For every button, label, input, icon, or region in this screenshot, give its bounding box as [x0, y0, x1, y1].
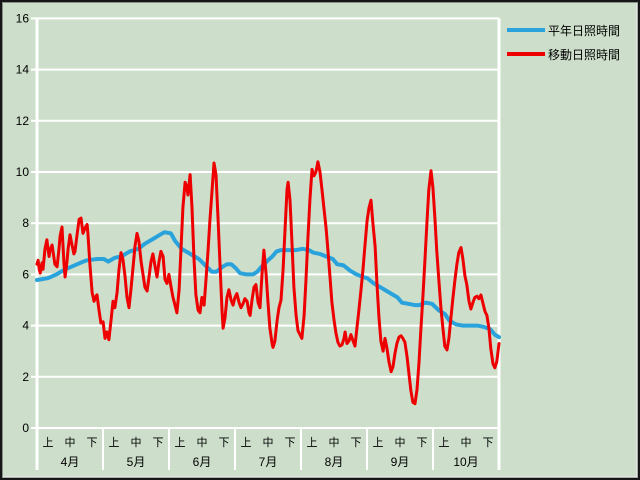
x-period-label: 中 — [395, 436, 406, 449]
legend-item-moving-sunshine: 移動日照時間 — [507, 42, 620, 66]
legend-label-normal-sunshine: 平年日照時間 — [548, 23, 621, 38]
x-period-label: 上 — [307, 436, 318, 449]
x-period-label: 上 — [175, 436, 186, 449]
x-period-label: 上 — [241, 436, 252, 449]
x-period-label: 中 — [131, 436, 142, 449]
x-period-label: 中 — [197, 436, 208, 449]
y-tick-label: 16 — [16, 11, 30, 25]
x-month-label: 10月 — [453, 455, 478, 469]
x-month-label: 4月 — [61, 455, 80, 469]
y-tick-label: 2 — [22, 370, 29, 384]
series-line-moving-sunshine — [35, 160, 501, 406]
y-tick-label: 10 — [16, 165, 30, 179]
legend: 平年日照時間 移動日照時間 — [507, 18, 620, 66]
x-period-label: 中 — [329, 436, 340, 449]
x-period-label: 中 — [65, 436, 76, 449]
y-tick-label: 14 — [16, 63, 30, 77]
x-period-label: 下 — [219, 437, 230, 449]
y-tick-label: 8 — [22, 216, 29, 230]
x-period-label: 上 — [43, 436, 54, 449]
x-period-label: 下 — [351, 437, 362, 449]
x-period-label: 下 — [483, 437, 494, 449]
x-period-label: 下 — [87, 437, 98, 449]
x-month-label: 7月 — [259, 455, 278, 469]
legend-label-moving-sunshine: 移動日照時間 — [548, 47, 621, 62]
x-period-label: 下 — [417, 437, 428, 449]
x-month-label: 9月 — [391, 455, 410, 469]
x-month-label: 6月 — [193, 455, 212, 469]
x-period-label: 上 — [109, 436, 120, 449]
x-period-label: 中 — [461, 436, 472, 449]
red-line-swatch-icon — [507, 52, 545, 56]
x-month-label: 5月 — [127, 455, 146, 469]
y-tick-label: 4 — [22, 319, 29, 333]
y-tick-label: 0 — [22, 421, 29, 435]
x-period-label: 上 — [439, 436, 450, 449]
x-period-label: 中 — [263, 436, 274, 449]
x-period-label: 上 — [373, 436, 384, 449]
x-month-label: 8月 — [325, 455, 344, 469]
y-tick-label: 6 — [22, 267, 29, 281]
y-tick-label: 12 — [16, 114, 30, 128]
legend-item-normal-sunshine: 平年日照時間 — [507, 18, 620, 42]
blue-line-swatch-icon — [507, 28, 545, 32]
x-period-label: 下 — [285, 437, 296, 449]
x-period-label: 下 — [153, 437, 164, 449]
